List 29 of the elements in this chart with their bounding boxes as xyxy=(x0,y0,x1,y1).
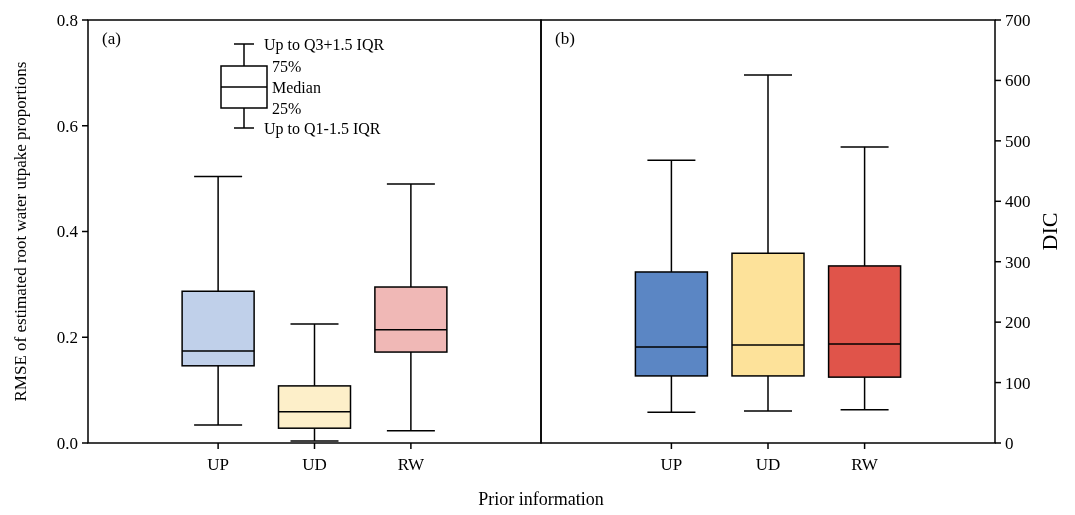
y-tick-label: 0.4 xyxy=(56,222,79,242)
y2-tick-label: 500 xyxy=(1005,131,1031,151)
x-axis-title: Prior information xyxy=(478,489,604,509)
y-tick-label: 0.0 xyxy=(56,433,78,453)
y2-tick-label: 300 xyxy=(1005,252,1031,272)
annotation: 25% xyxy=(272,99,302,117)
y2-tick-label: 100 xyxy=(1005,373,1031,393)
x-tick-label: RW xyxy=(397,455,426,474)
annotation: Up to Q1-1.5 IQR xyxy=(264,119,381,138)
x-tick-label: UD xyxy=(302,455,327,474)
y2-tick-label: 600 xyxy=(1005,71,1031,91)
y2-axis-title: DIC xyxy=(1037,212,1062,251)
y-axis-title: RMSE of estimated root water utpake proportions xyxy=(11,61,30,402)
y2-tick-label: 400 xyxy=(1005,192,1031,212)
x-tick-label: UP xyxy=(660,455,683,474)
y2-tick-label: 200 xyxy=(1005,313,1031,333)
text: (a) xyxy=(102,29,121,48)
y-tick-label: 0.6 xyxy=(56,116,78,136)
x-tick-label: RW xyxy=(851,455,879,474)
y-tick-label: 0.2 xyxy=(56,328,78,348)
x-tick-label: UP xyxy=(207,455,229,474)
x-tick-label: UD xyxy=(755,455,781,474)
annotation: Up to Q3+1.5 IQR xyxy=(264,35,385,54)
text: (b) xyxy=(555,29,575,48)
y-tick-label: 0.8 xyxy=(56,10,78,30)
y2-tick-label: 700 xyxy=(1005,10,1031,30)
annotation: Median xyxy=(272,78,321,96)
annotation: 75% xyxy=(272,57,302,75)
y2-tick-label: 0 xyxy=(1005,433,1014,453)
